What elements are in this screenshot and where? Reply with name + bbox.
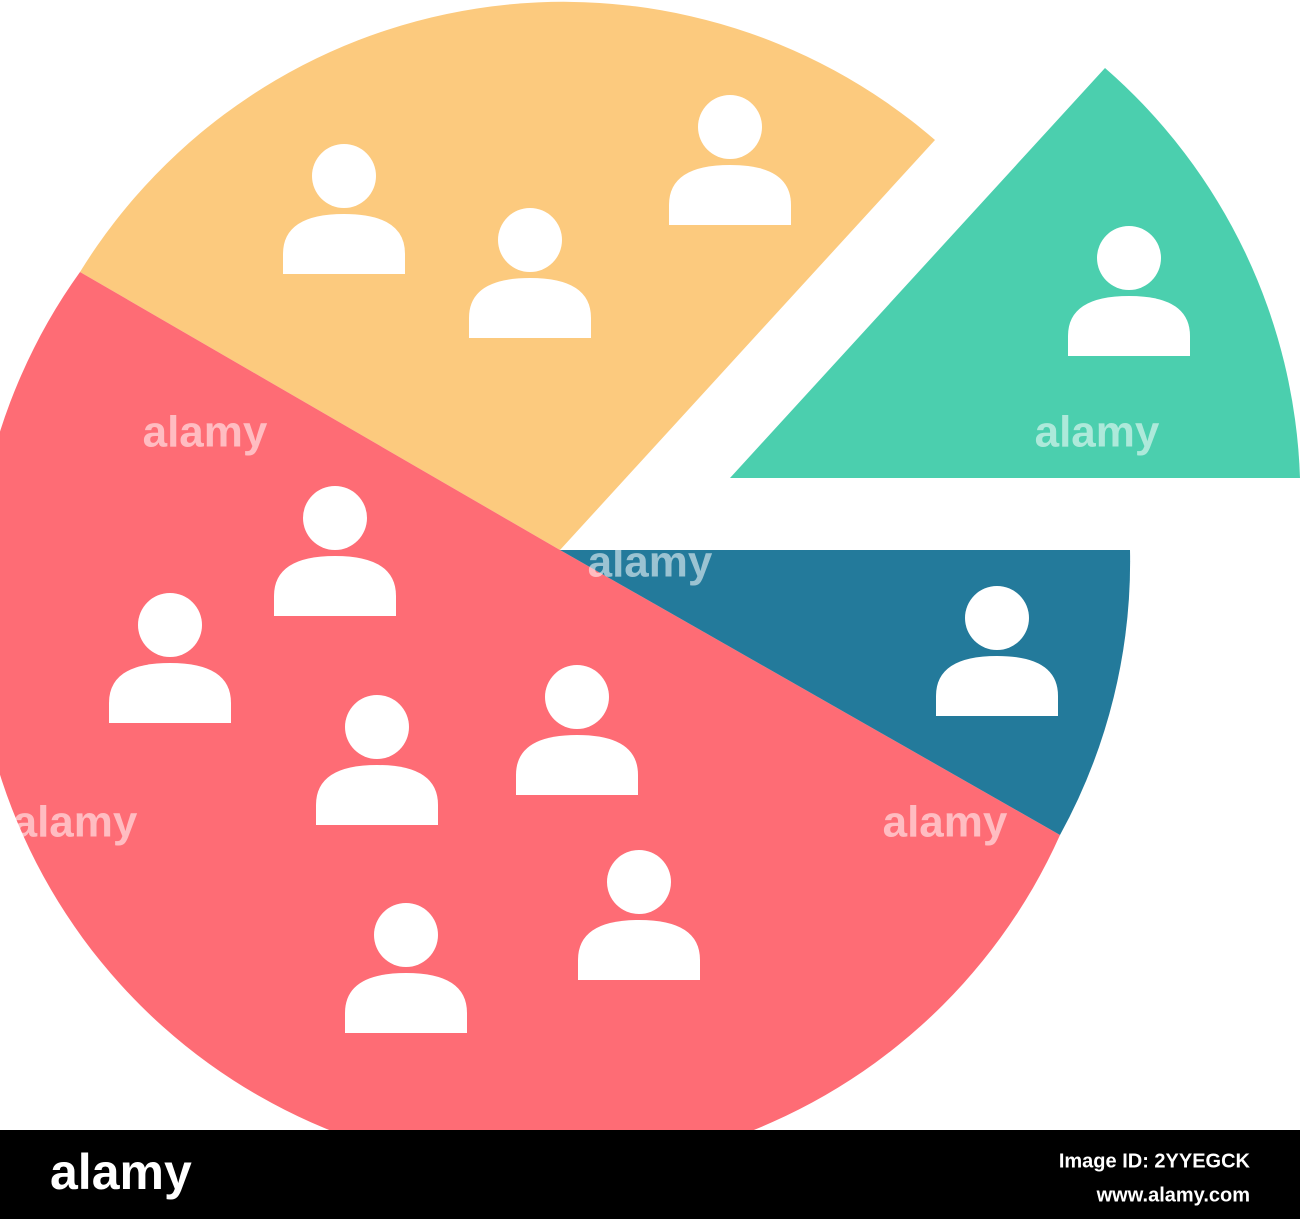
person-icon — [109, 593, 231, 723]
watermark: alamy — [143, 408, 268, 457]
person-body — [516, 735, 638, 795]
person-icon — [274, 486, 396, 616]
person-icon — [936, 586, 1058, 716]
footer-bar — [0, 1130, 1300, 1219]
person-body — [283, 214, 405, 274]
person-icon — [316, 695, 438, 825]
person-icon — [283, 144, 405, 274]
person-head — [1097, 226, 1161, 290]
watermark: alamy — [1035, 408, 1160, 457]
person-icon — [516, 665, 638, 795]
person-body — [345, 973, 467, 1033]
watermarks: alamy alamy alamy alamy alamy — [13, 408, 1160, 847]
person-head — [374, 903, 438, 967]
person-head — [303, 486, 367, 550]
person-body — [274, 556, 396, 616]
person-head — [345, 695, 409, 759]
person-head — [545, 665, 609, 729]
person-body — [109, 663, 231, 723]
image-id: Image ID: 2YYEGCK — [1059, 1150, 1251, 1172]
person-body — [669, 165, 791, 225]
person-icon — [345, 903, 467, 1033]
person-body — [578, 920, 700, 980]
person-body — [316, 765, 438, 825]
person-body — [1068, 296, 1190, 356]
person-icon — [469, 208, 591, 338]
person-head — [498, 208, 562, 272]
person-head — [965, 586, 1029, 650]
person-head — [607, 850, 671, 914]
person-icon — [578, 850, 700, 980]
person-icon — [669, 95, 791, 225]
green-slice — [730, 68, 1300, 478]
person-body — [469, 278, 591, 338]
person-body — [936, 656, 1058, 716]
people-icons — [109, 95, 1190, 1033]
person-icon — [1068, 226, 1190, 356]
watermark: alamy — [883, 798, 1008, 847]
footer-url: www.alamy.com — [1096, 1184, 1250, 1206]
person-head — [138, 593, 202, 657]
watermark: alamy — [588, 538, 713, 587]
watermark: alamy — [13, 798, 138, 847]
footer-logo: alamy — [50, 1144, 192, 1200]
person-head — [698, 95, 762, 159]
person-head — [312, 144, 376, 208]
red-slice — [0, 272, 1060, 1172]
